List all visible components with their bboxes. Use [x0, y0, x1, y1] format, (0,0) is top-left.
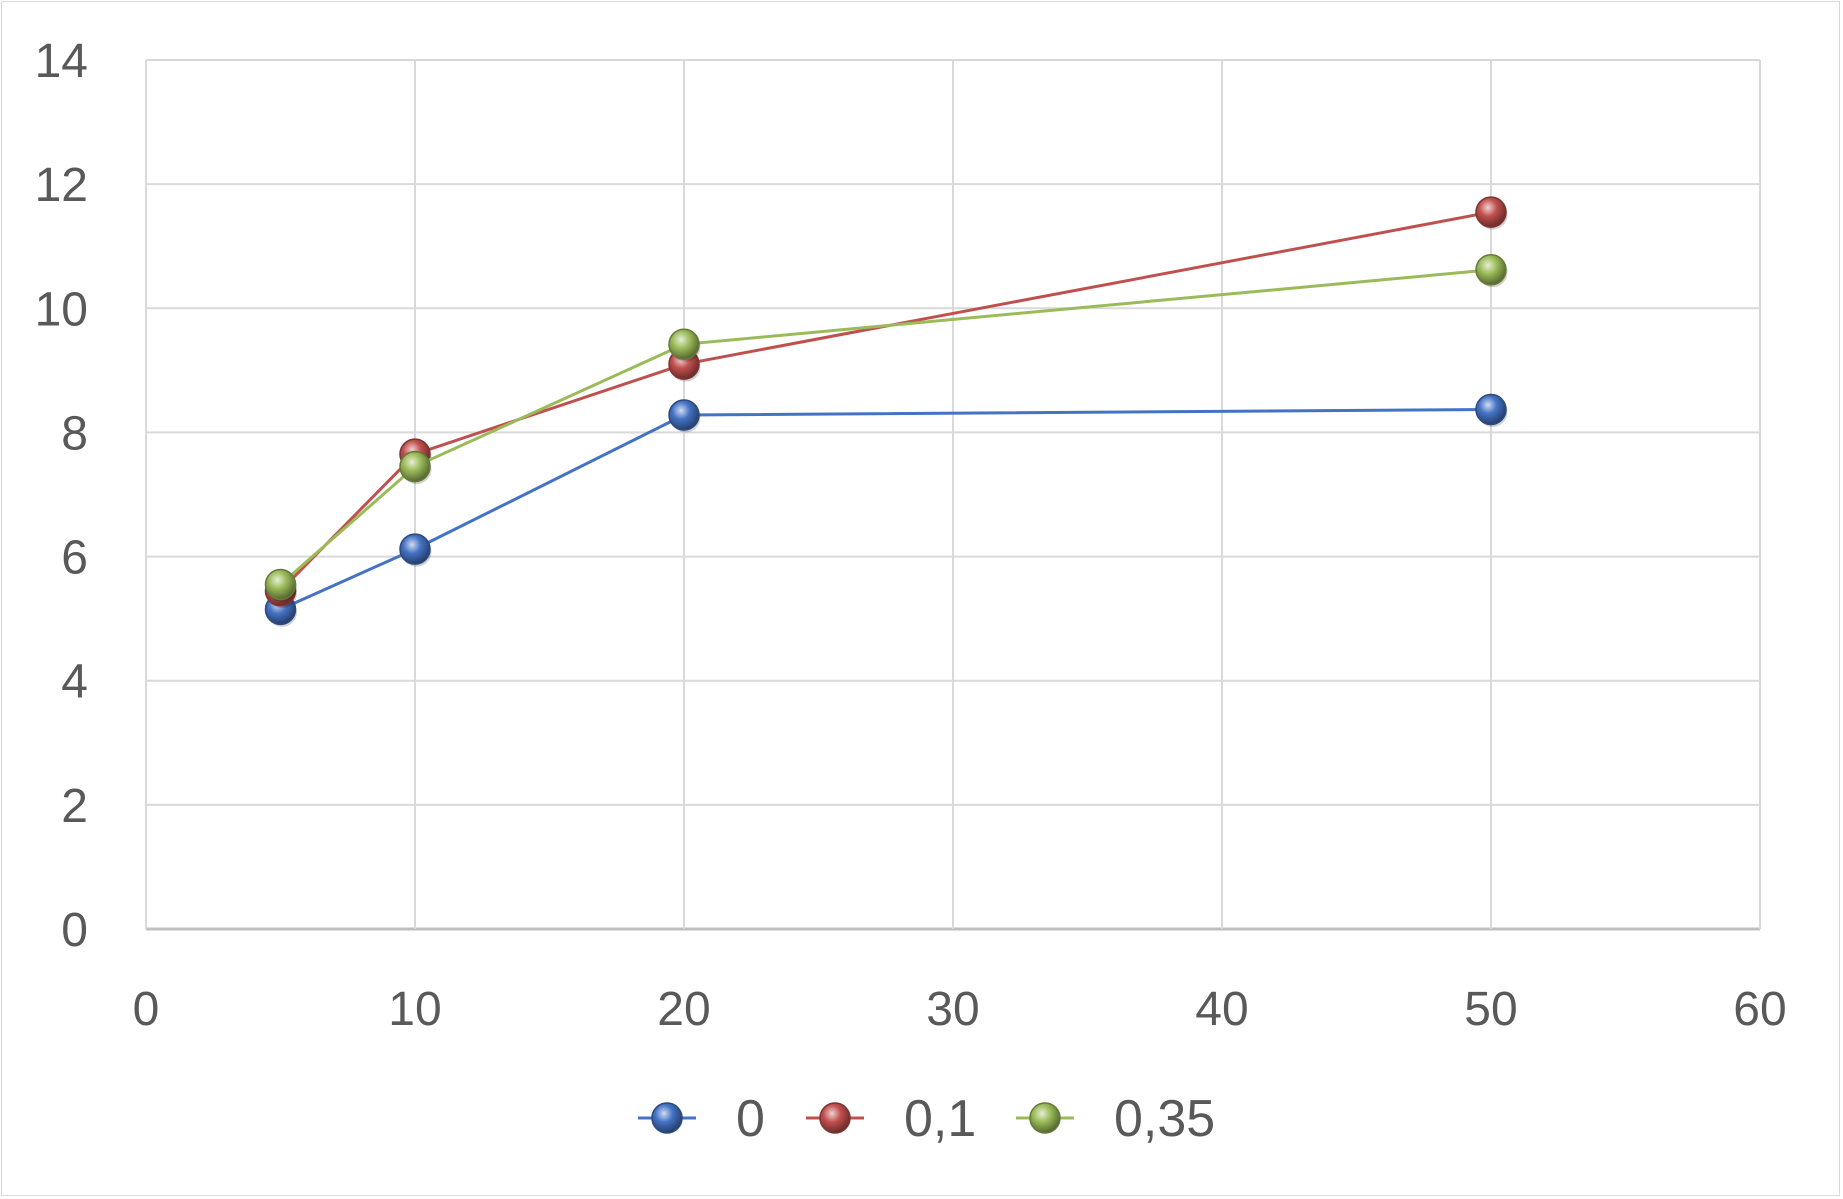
y-tick-label: 6 [61, 532, 88, 585]
series-line [279, 210, 1492, 592]
data-point [399, 533, 431, 565]
y-tick-label: 14 [35, 35, 88, 88]
x-tick-label: 40 [1195, 983, 1248, 1036]
legend-label: 0,1 [904, 1090, 976, 1148]
legend-marker [819, 1102, 851, 1134]
x-tick-label: 10 [388, 983, 441, 1036]
y-tick-label: 4 [61, 656, 88, 709]
legend-marker [1029, 1102, 1061, 1134]
series-group [264, 196, 1508, 627]
legend-item: 0,1 [806, 1090, 976, 1148]
y-tick-label: 2 [61, 780, 88, 833]
y-tick-label: 10 [35, 283, 88, 336]
data-point [668, 328, 700, 361]
series-2 [264, 196, 1508, 609]
y-tick-label: 0 [61, 904, 88, 957]
legend-label: 0 [736, 1090, 765, 1148]
data-point [264, 568, 297, 601]
data-point [1475, 254, 1507, 286]
legend-item: 0 [638, 1090, 765, 1148]
series-1 [264, 393, 1508, 627]
x-tick-label: 30 [926, 983, 979, 1036]
data-point [1475, 393, 1507, 426]
x-tick-label: 0 [133, 983, 160, 1036]
legend-label: 0,35 [1114, 1090, 1215, 1148]
y-tick-label: 8 [61, 407, 88, 460]
legend-item: 0,35 [1016, 1090, 1215, 1148]
x-tick-label: 20 [657, 983, 710, 1036]
y-axis-ticks: 0 2 4 6 8 10 12 14 [35, 35, 88, 957]
series-3 [264, 254, 1508, 603]
data-point [399, 450, 431, 483]
x-axis-ticks: 0 10 20 30 40 50 60 [133, 983, 1787, 1036]
grid-lines [145, 59, 1761, 931]
data-point [668, 399, 700, 431]
series-line [279, 407, 1492, 611]
x-tick-label: 60 [1733, 983, 1786, 1036]
series-line [279, 268, 1492, 586]
data-point [1475, 196, 1507, 228]
y-tick-label: 12 [35, 159, 88, 212]
legend-marker [651, 1102, 683, 1134]
x-tick-label: 50 [1464, 983, 1517, 1036]
legend: 0 0,1 0,35 [638, 1090, 1215, 1148]
